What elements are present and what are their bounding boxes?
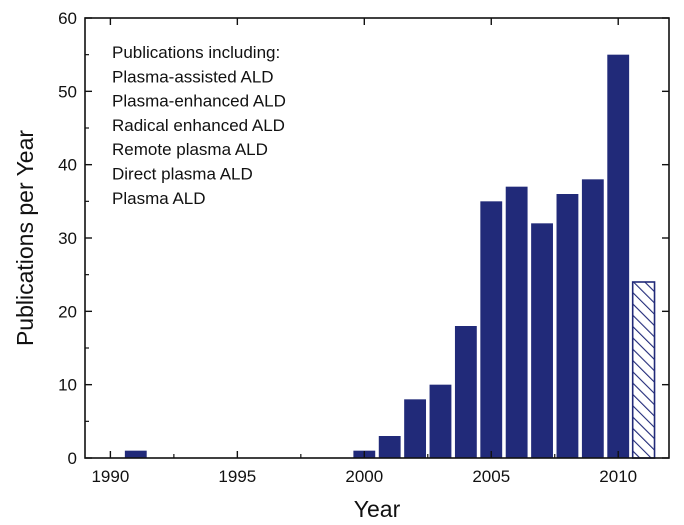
bar-2006	[505, 186, 528, 459]
legend-line: Plasma ALD	[112, 189, 206, 208]
y-axis: 0 10 20 30 40 50 60	[58, 9, 669, 468]
bar-2010	[607, 54, 630, 459]
bar-2001	[378, 436, 401, 458]
x-tick-label: 2000	[345, 467, 383, 486]
y-axis-title: Publications per Year	[12, 130, 38, 346]
legend-line: Publications including:	[112, 43, 280, 62]
y-tick-label: 50	[58, 82, 77, 101]
legend: Publications including: Plasma-assisted A…	[112, 43, 286, 208]
y-tick-label: 10	[58, 376, 77, 395]
x-tick-label: 1990	[91, 467, 129, 486]
legend-line: Radical enhanced ALD	[112, 116, 285, 135]
legend-line: Remote plasma ALD	[112, 140, 268, 159]
bar-2002	[404, 399, 427, 458]
y-tick-label: 0	[68, 449, 77, 468]
bars-group	[124, 54, 656, 459]
bar-1991	[124, 450, 147, 458]
bar-2008	[556, 194, 579, 458]
legend-line: Plasma-assisted ALD	[112, 67, 274, 86]
bar-2003	[429, 384, 452, 458]
legend-line: Plasma-enhanced ALD	[112, 92, 286, 111]
x-tick-label: 2010	[599, 467, 637, 486]
y-tick-label: 40	[58, 156, 77, 175]
x-axis: 1990 1995 2000 2005 2010	[91, 18, 637, 486]
x-tick-label: 1995	[218, 467, 256, 486]
y-tick-label: 60	[58, 9, 77, 28]
legend-line: Direct plasma ALD	[112, 165, 253, 184]
bar-2004	[454, 326, 477, 458]
x-tick-label: 2005	[472, 467, 510, 486]
y-tick-label: 20	[58, 302, 77, 321]
bar-2007	[531, 223, 553, 458]
bar-2009	[581, 179, 604, 458]
bar-2011	[631, 281, 656, 459]
y-tick-label: 30	[58, 229, 77, 248]
x-axis-title: Year	[354, 496, 401, 522]
bar-2005	[480, 201, 503, 458]
